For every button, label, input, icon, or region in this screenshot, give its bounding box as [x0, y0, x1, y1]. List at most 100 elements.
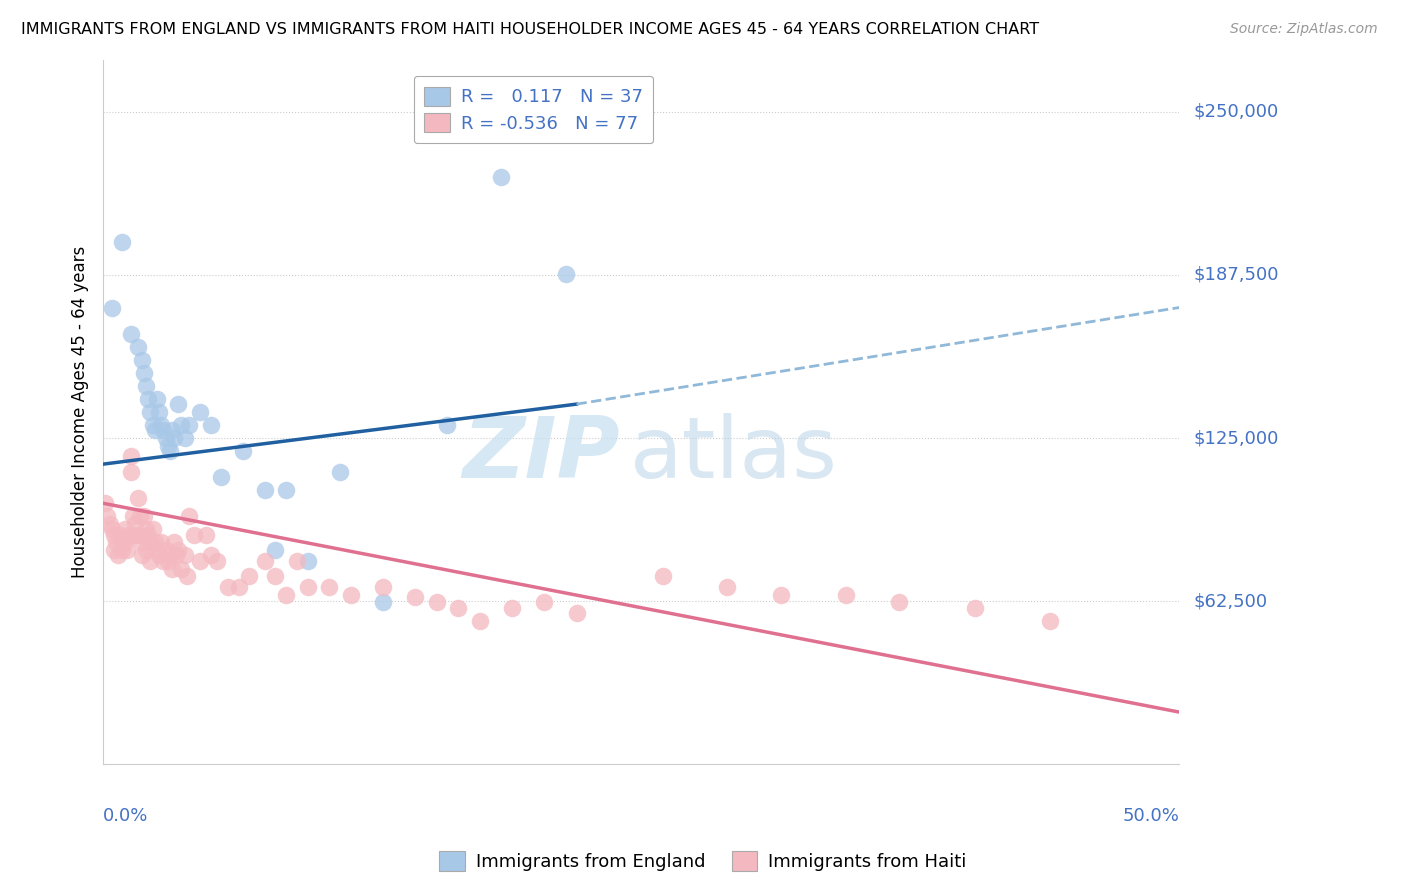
Point [143, 423, 166, 437]
Point [174, 549, 197, 563]
Point [264, 569, 287, 583]
Point [285, 554, 308, 568]
Point [188, 554, 211, 568]
Point [122, 509, 145, 524]
Point [132, 509, 155, 524]
Point [152, 423, 174, 437]
Point [274, 588, 297, 602]
Point [148, 405, 170, 419]
Point [128, 509, 150, 524]
Point [565, 606, 588, 620]
Text: $250,000: $250,000 [1194, 103, 1278, 120]
Point [297, 580, 319, 594]
Point [167, 397, 190, 411]
Text: 50.0%: 50.0% [1122, 806, 1180, 824]
Point [96, 509, 118, 524]
Point [179, 509, 201, 524]
Point [253, 554, 276, 568]
Point [135, 379, 157, 393]
Point [124, 517, 146, 532]
Point [120, 326, 142, 341]
Point [491, 169, 513, 184]
Point [200, 549, 222, 563]
Point [160, 561, 183, 575]
Point [468, 614, 491, 628]
Point [404, 591, 426, 605]
Text: $62,500: $62,500 [1194, 592, 1267, 610]
Point [211, 470, 233, 484]
Point [165, 549, 187, 563]
Point [114, 522, 136, 536]
Point [426, 595, 449, 609]
Point [139, 554, 162, 568]
Point [228, 580, 250, 594]
Point [100, 301, 122, 315]
Point [533, 595, 555, 609]
Point [501, 600, 523, 615]
Point [651, 569, 673, 583]
Point [889, 595, 911, 609]
Point [127, 491, 149, 505]
Point [264, 543, 287, 558]
Point [155, 431, 177, 445]
Point [131, 352, 153, 367]
Point [94, 496, 117, 510]
Point [127, 340, 149, 354]
Point [167, 543, 190, 558]
Point [769, 588, 792, 602]
Point [217, 580, 239, 594]
Point [176, 569, 198, 583]
Point [135, 543, 157, 558]
Point [114, 535, 136, 549]
Point [120, 450, 142, 464]
Point [179, 417, 201, 432]
Point [160, 423, 183, 437]
Point [716, 580, 738, 594]
Point [139, 535, 162, 549]
Point [159, 444, 181, 458]
Point [105, 535, 128, 549]
Point [135, 522, 157, 536]
Point [148, 549, 170, 563]
Text: atlas: atlas [630, 413, 838, 496]
Point [146, 543, 169, 558]
Point [188, 405, 211, 419]
Point [318, 580, 340, 594]
Point [339, 588, 361, 602]
Point [371, 595, 394, 609]
Point [131, 549, 153, 563]
Text: 0.0%: 0.0% [103, 806, 149, 824]
Point [111, 543, 134, 558]
Point [150, 535, 173, 549]
Legend: R =   0.117   N = 37, R = -0.536   N = 77: R = 0.117 N = 37, R = -0.536 N = 77 [413, 76, 654, 144]
Point [436, 417, 458, 432]
Point [115, 543, 138, 558]
Point [205, 554, 228, 568]
Point [163, 431, 186, 445]
Point [136, 527, 159, 541]
Point [118, 527, 141, 541]
Point [329, 465, 352, 479]
Point [1039, 614, 1062, 628]
Point [150, 417, 173, 432]
Point [274, 483, 297, 498]
Point [169, 561, 191, 575]
Point [232, 444, 254, 458]
Point [131, 535, 153, 549]
Text: ZIP: ZIP [463, 413, 620, 496]
Point [142, 522, 165, 536]
Point [253, 483, 276, 498]
Point [120, 465, 142, 479]
Point [200, 417, 222, 432]
Legend: Immigrants from England, Immigrants from Haiti: Immigrants from England, Immigrants from… [432, 844, 974, 879]
Text: $187,500: $187,500 [1194, 266, 1278, 284]
Point [107, 549, 129, 563]
Point [156, 439, 179, 453]
Text: Source: ZipAtlas.com: Source: ZipAtlas.com [1230, 22, 1378, 37]
Point [238, 569, 260, 583]
Point [183, 527, 205, 541]
Point [169, 417, 191, 432]
Point [111, 235, 134, 250]
Text: IMMIGRANTS FROM ENGLAND VS IMMIGRANTS FROM HAITI HOUSEHOLDER INCOME AGES 45 - 64: IMMIGRANTS FROM ENGLAND VS IMMIGRANTS FR… [21, 22, 1039, 37]
Point [963, 600, 986, 615]
